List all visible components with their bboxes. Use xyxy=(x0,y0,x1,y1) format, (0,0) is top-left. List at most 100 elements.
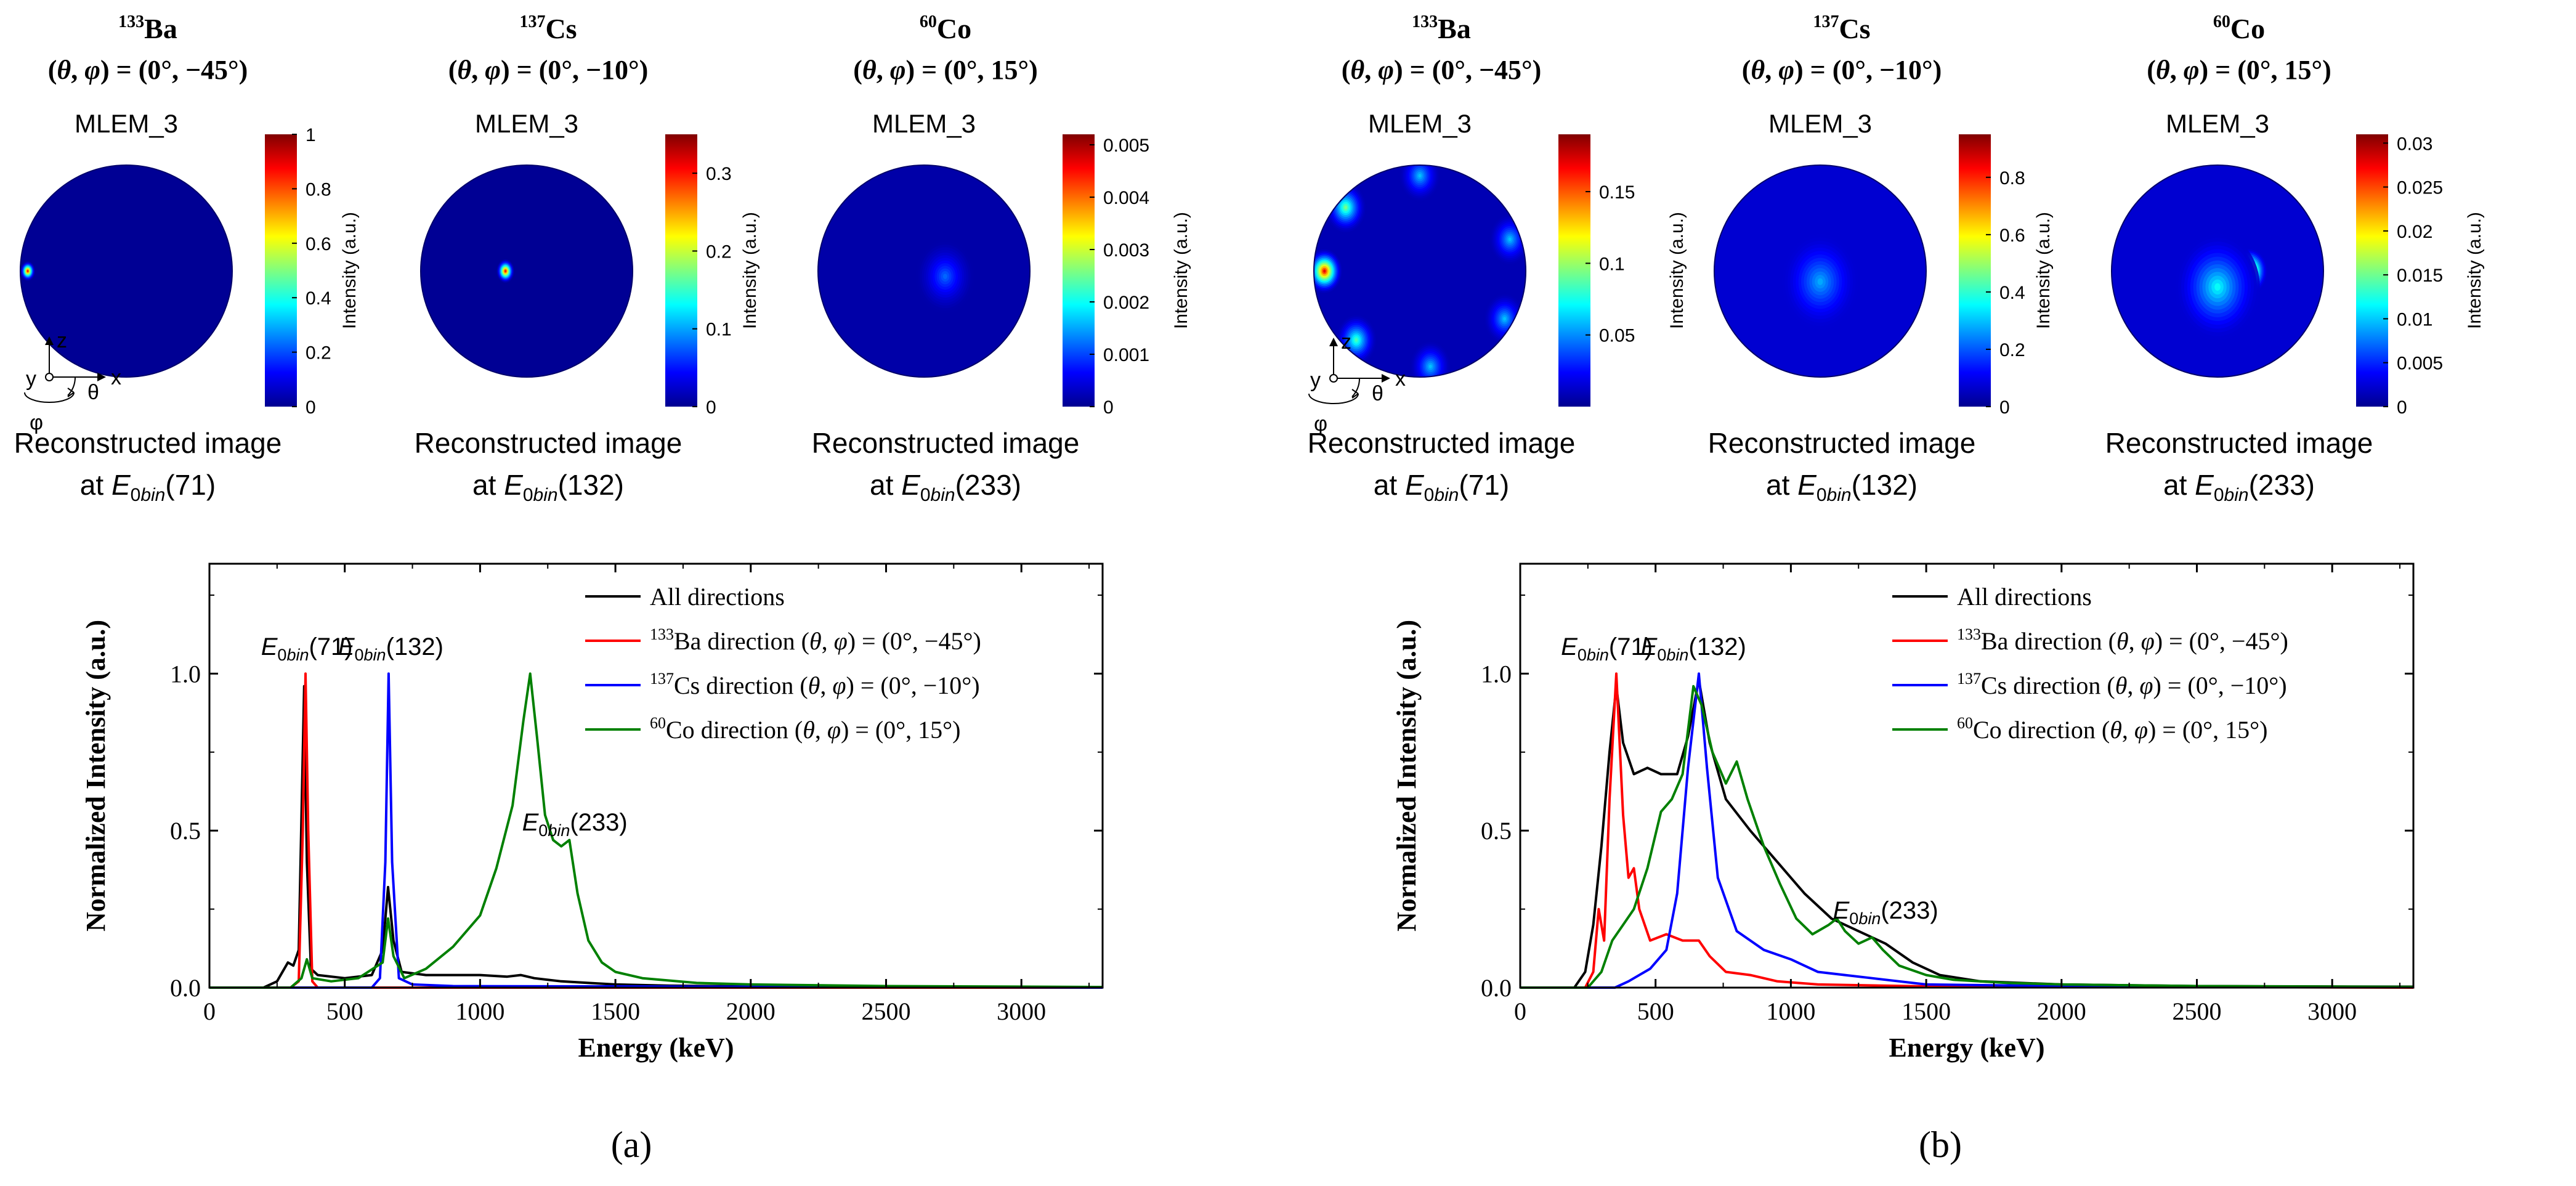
caption-sub0: 0 xyxy=(920,485,931,505)
caption-sub0: 0 xyxy=(1817,485,1827,505)
annotation-bin: (233) xyxy=(570,809,627,836)
disk-outline xyxy=(420,164,633,378)
annotation-bin: (233) xyxy=(1881,897,1938,924)
legend-phi: φ xyxy=(2141,627,2155,655)
legend-value: ) = (0°, −10°) xyxy=(2153,672,2287,699)
legend-value: ) = (0°, 15°) xyxy=(2148,716,2268,744)
x-tick-label: 2500 xyxy=(2172,997,2221,1025)
theta-symbol: θ xyxy=(457,55,471,85)
paren: ( xyxy=(2147,55,2156,85)
hotspot-ring xyxy=(1508,237,1512,242)
colorbar-label: Intensity (a.u.) xyxy=(1667,212,1687,329)
direction-value: ) = (0°, −10°) xyxy=(1794,55,1942,85)
hotspot-ring xyxy=(1418,174,1422,178)
nuclide-mass: 60 xyxy=(920,12,937,31)
colorbar-tick-label: 0.002 xyxy=(1103,293,1149,313)
direction-title: (θ, φ) = (0°, 15°) xyxy=(2147,55,2331,85)
colorbar-label: Intensity (a.u.) xyxy=(740,212,760,329)
colorbar xyxy=(1063,134,1095,407)
colorbar-tick-label: 1 xyxy=(306,125,316,145)
colorbar xyxy=(665,134,697,407)
nuclide-title: 137Cs xyxy=(519,12,577,44)
colorbar-label: Intensity (a.u.) xyxy=(2033,212,2054,329)
comma: , xyxy=(1765,55,1778,85)
annotation-sub0: 0 xyxy=(277,646,286,664)
nuclide-symbol: Co xyxy=(2230,13,2265,44)
legend-entry: All directions xyxy=(1957,583,2092,611)
colorbar-tick-label: 0.025 xyxy=(2397,178,2443,198)
x-label: x xyxy=(111,366,121,389)
colorbar-tick-label: 0 xyxy=(706,397,716,418)
recon-image-co: 60Co (θ, φ) = (0°, 15°) MLEM_3 0 0.001 0.002 0… xyxy=(812,12,1191,505)
annotation-sub0: 0 xyxy=(1657,646,1666,664)
y-tick-label: 0.0 xyxy=(170,974,201,1002)
x-arrow xyxy=(1382,374,1390,383)
y-label: y xyxy=(26,367,36,391)
disk-image xyxy=(2112,165,2323,377)
colorbar-tick-label: 0.8 xyxy=(1999,168,2025,189)
legend-entry: 133Ba direction (θ, φ) = (0°, −45°) xyxy=(1957,625,2288,655)
caption-line2: at E0bin(132) xyxy=(1766,469,1918,505)
annotation-bin: (71) xyxy=(309,633,352,660)
colorbar-tick-label: 0 xyxy=(306,397,316,418)
nuclide-title: 133Ba xyxy=(1412,12,1471,44)
y-tick-label: 0.5 xyxy=(1481,817,1512,845)
hotspot-ring xyxy=(27,270,28,272)
legend-value: ) = (0°, 15°) xyxy=(841,716,961,744)
colorbar-tick-label: 0 xyxy=(2397,397,2407,418)
colorbar-tick-label: 0.02 xyxy=(2397,222,2432,242)
caption-e: E xyxy=(504,469,524,501)
hotspot-ring xyxy=(1503,317,1507,321)
caption-line1: Reconstructed image xyxy=(1708,427,1976,459)
legend-symbol: Cs xyxy=(674,672,700,699)
x-tick-label: 1500 xyxy=(591,997,640,1025)
legend-symbol: Cs xyxy=(1981,672,2007,699)
annotation-subbin: bin xyxy=(1858,909,1881,928)
theta-symbol: θ xyxy=(1751,55,1765,85)
direction-title: (θ, φ) = (0°, −10°) xyxy=(448,55,649,85)
panel-label: (b) xyxy=(1919,1124,1962,1165)
legend-comma: , xyxy=(822,627,834,655)
comma: , xyxy=(71,55,84,85)
nuclide-symbol: Ba xyxy=(1438,13,1471,44)
caption-subbin: bin xyxy=(2224,485,2249,505)
legend-value: ) = (0°, −45°) xyxy=(848,627,981,655)
recon-image-ba: 133Ba(θ, φ) = (0°, −45°)MLEM_300.20.40.6… xyxy=(14,12,360,505)
caption-at: at xyxy=(472,469,504,501)
colorbar-tick-label: 0.4 xyxy=(306,288,331,309)
x-tick-label: 3000 xyxy=(2307,997,2357,1025)
colorbar xyxy=(1959,134,1991,407)
annotation-subbin: bin xyxy=(286,646,309,664)
legend-phi: φ xyxy=(2139,672,2153,699)
series-line xyxy=(1520,672,2414,989)
peak-annotation: E0bin(233) xyxy=(522,809,628,840)
legend-comma: , xyxy=(820,672,832,699)
legend-value: ) = (0°, −10°) xyxy=(846,672,980,699)
colorbar-tick-label: 0.15 xyxy=(1599,182,1635,203)
nuclide-mass: 60 xyxy=(2213,12,2230,31)
plot-frame xyxy=(1519,563,2415,989)
hotspot-ring xyxy=(2214,283,2221,291)
legend-mass: 133 xyxy=(650,625,674,643)
legend-phi: φ xyxy=(834,627,848,655)
legend-entry: 137Cs direction (θ, φ) = (0°, −10°) xyxy=(650,670,980,699)
method-label: MLEM_3 xyxy=(2166,109,2269,138)
method-label: MLEM_3 xyxy=(872,109,976,138)
theta-label: θ xyxy=(1372,382,1383,405)
z-arrow xyxy=(1329,338,1338,346)
disk-outline xyxy=(1313,164,1526,378)
disk-image xyxy=(818,165,1030,377)
legend-theta: θ xyxy=(808,672,820,699)
annotation-e: E xyxy=(1561,633,1578,660)
caption-at: at xyxy=(870,469,901,501)
phi-symbol: φ xyxy=(485,55,501,85)
axes-glyph: z x y θ φ xyxy=(24,329,121,434)
legend-comma: , xyxy=(815,716,827,744)
peak-annotation: E0bin(233) xyxy=(1833,897,1938,928)
legend-entry: 60Co direction (θ, φ) = (0°, 15°) xyxy=(650,714,961,744)
theta-symbol: θ xyxy=(2156,55,2170,85)
caption-line1: Reconstructed image xyxy=(2105,427,2373,459)
disk-image xyxy=(1714,165,1926,377)
colorbar-tick-label: 0.6 xyxy=(306,234,331,254)
